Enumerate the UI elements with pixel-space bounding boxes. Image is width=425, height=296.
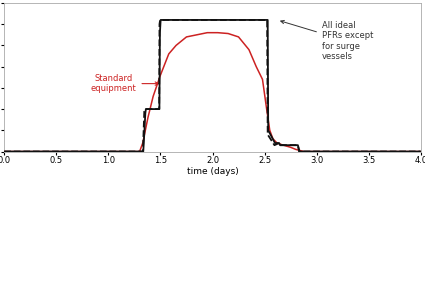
Text: All ideal
PFRs except
for surge
vessels: All ideal PFRs except for surge vessels [281, 20, 373, 61]
Text: Standard
equipment: Standard equipment [91, 74, 159, 93]
Text: Figure 5. Response to 1 hour tracer pulse at 10% concentration
for cumulative fl: Figure 5. Response to 1 hour tracer puls… [55, 181, 370, 263]
X-axis label: time (days): time (days) [187, 168, 238, 176]
